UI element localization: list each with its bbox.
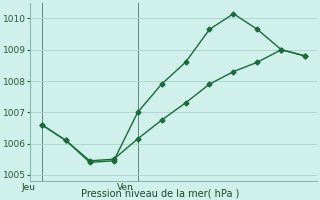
Text: Jeu: Jeu: [22, 183, 36, 192]
Text: Pression niveau de la mer( hPa ): Pression niveau de la mer( hPa ): [81, 188, 239, 198]
Text: Ven: Ven: [117, 183, 133, 192]
